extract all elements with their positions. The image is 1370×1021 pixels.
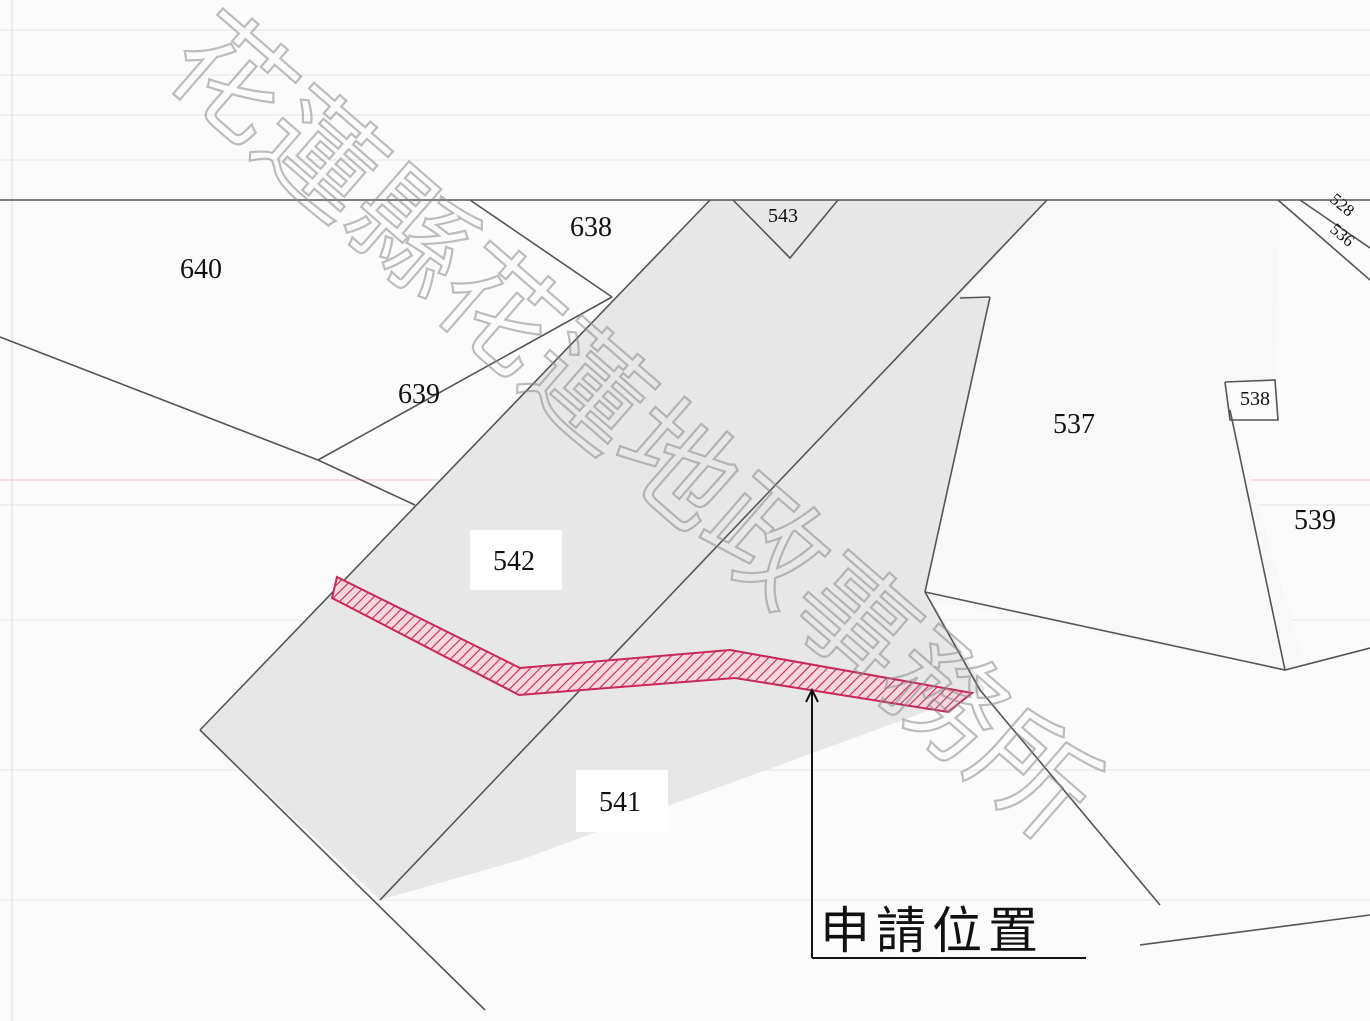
lot-537-area [925, 200, 1305, 670]
shaded-lots [200, 200, 1305, 900]
lot-label-640: 640 [180, 254, 222, 285]
callout-label: 申請位置 [820, 902, 1044, 960]
lot-label-638: 638 [570, 212, 612, 243]
application-strip [330, 575, 975, 714]
lot-542-area [200, 200, 1047, 900]
lot-label-639: 639 [398, 379, 440, 410]
lot-label-543: 543 [768, 205, 798, 227]
lot-label-542: 542 [493, 546, 535, 577]
callout: 申請位置 [805, 687, 1086, 960]
lot-542-label-bg [470, 530, 562, 590]
lot-label-541: 541 [599, 787, 641, 818]
lot-label-537: 537 [1053, 409, 1095, 440]
lot-label-528: 528 [1326, 189, 1358, 220]
parcel-boundaries [0, 199, 1370, 1011]
lot-541-label-bg [576, 770, 668, 832]
lot-label-538: 538 [1240, 388, 1270, 410]
lot-label-539: 539 [1294, 505, 1336, 536]
callout-arrowhead [805, 687, 819, 703]
